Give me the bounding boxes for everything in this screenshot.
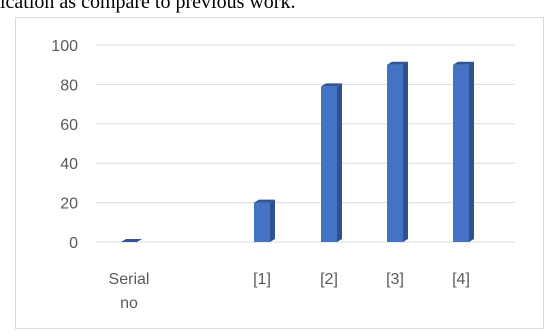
grid-lines — [96, 44, 515, 243]
y-axis-tick-labels: 0 20 40 60 80 100 — [51, 38, 78, 252]
y-tick-label: 100 — [51, 38, 78, 55]
y-tick-label: 0 — [69, 235, 78, 252]
bar-top-face — [453, 61, 474, 65]
x-tick-label: [3] — [386, 271, 404, 288]
y-tick-label: 80 — [60, 77, 78, 94]
bars — [121, 61, 474, 243]
x-tick-label: [1] — [253, 271, 271, 288]
y-tick-label: 60 — [60, 117, 78, 134]
bar-front-face — [387, 64, 403, 242]
x-tick-label: [2] — [320, 271, 338, 288]
x-tick-label: no — [120, 295, 138, 312]
bar — [121, 239, 142, 242]
bar-top-face — [321, 83, 342, 87]
bar-top-face — [121, 239, 142, 242]
y-tick-label: 20 — [60, 196, 78, 213]
x-tick-label: [4] — [452, 271, 470, 288]
bar-top-face — [387, 61, 408, 65]
bar — [453, 61, 474, 243]
x-tick-label: Serial — [109, 271, 150, 288]
bar-side-face — [469, 61, 474, 243]
bar-front-face — [453, 64, 469, 242]
bar — [387, 61, 408, 243]
bar — [254, 199, 275, 242]
x-axis-tick-labels: Serial no [1] [2] [3] [4] — [109, 271, 470, 312]
y-tick-label: 40 — [60, 156, 78, 173]
bar-top-face — [254, 199, 275, 203]
bar-side-face — [337, 83, 342, 243]
bar-front-face — [254, 202, 270, 242]
bar-side-face — [270, 199, 275, 242]
bar-front-face — [321, 86, 337, 243]
caption-text: ication as compare to previous work. — [0, 0, 296, 13]
bar — [321, 83, 342, 243]
bar-side-face — [403, 61, 408, 243]
